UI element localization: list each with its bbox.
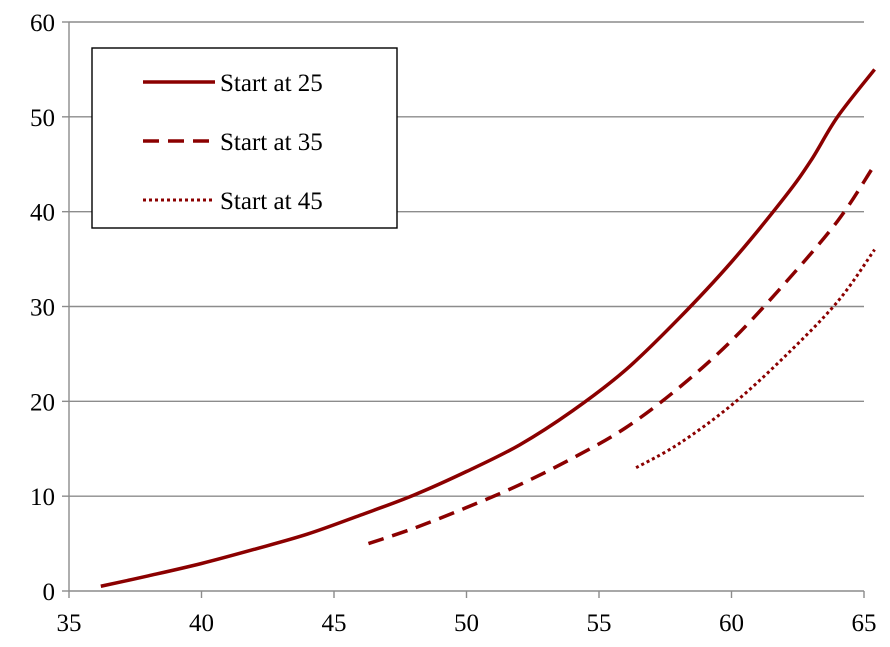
y-tick-label: 10 [30, 484, 55, 511]
legend-label: Start at 45 [220, 188, 323, 215]
x-tick-label: 35 [57, 610, 82, 637]
x-tick-label: 50 [454, 610, 479, 637]
legend-label: Start at 35 [220, 129, 323, 156]
series-line-1 [100, 68, 876, 588]
x-tick-label: 60 [719, 610, 744, 637]
legend-label: Start at 25 [220, 70, 323, 97]
x-tick-label: 55 [587, 610, 612, 637]
y-tick-label: 20 [30, 389, 55, 416]
legend: Start at 25 Start at 35 Start at 45 [91, 47, 398, 229]
y-tick-label: 60 [30, 10, 55, 37]
y-tick-label: 0 [43, 579, 56, 606]
series-line-2 [367, 168, 874, 546]
x-tick-label: 65 [852, 610, 877, 637]
y-tick-label: 40 [30, 200, 55, 227]
y-tick-label: 30 [30, 295, 55, 322]
x-tick-label: 40 [189, 610, 214, 637]
legend-box [91, 47, 398, 229]
y-axis-ticks: 0 10 20 30 40 50 60 [30, 10, 69, 606]
y-tick-label: 50 [30, 105, 55, 132]
x-axis-ticks: 35 40 45 50 55 60 65 [57, 591, 877, 637]
series-line-3 [635, 248, 876, 470]
series-lines [100, 68, 876, 588]
x-tick-label: 45 [322, 610, 347, 637]
